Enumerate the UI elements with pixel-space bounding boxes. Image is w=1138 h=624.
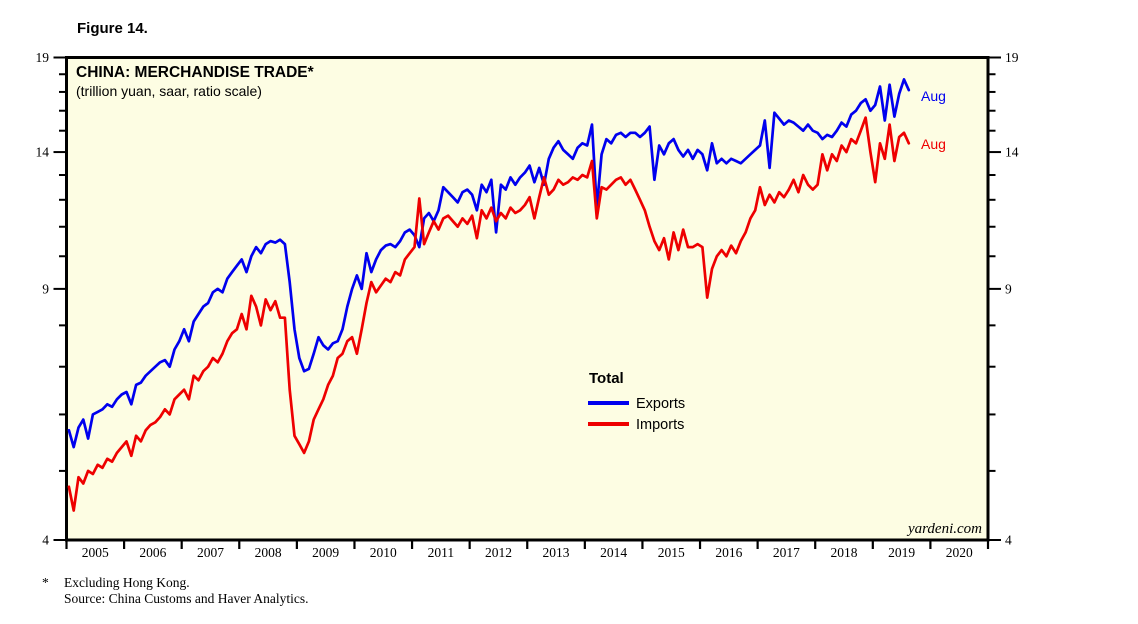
x-axis-year-label: 2018 <box>831 545 858 560</box>
chart-title: CHINA: MERCHANDISE TRADE* <box>76 64 315 81</box>
plot-area <box>65 56 990 542</box>
x-axis-year-label: 2014 <box>600 545 627 560</box>
chart-subtitle: (trillion yuan, saar, ratio scale) <box>76 83 262 99</box>
imports-line <box>67 116 911 512</box>
x-axis-year-label: 2020 <box>946 545 973 560</box>
legend: Total Exports Imports <box>588 370 685 433</box>
figure-label: Figure 14. <box>77 20 148 37</box>
imports-end-label: Aug <box>921 136 946 152</box>
x-axis-year-label: 2011 <box>428 545 455 560</box>
x-axis-year-label: 2019 <box>888 545 915 560</box>
y-axis-label-left: 9 <box>42 281 49 296</box>
series-lines <box>67 78 911 512</box>
x-axis-year-label: 2007 <box>197 545 224 560</box>
axes: 4 4 9 9 14 14 19 19 2005 2006 2007 2008 2009 2010 2011… <box>36 50 1019 560</box>
x-axis-year-label: 2013 <box>543 545 570 560</box>
y-axis-label-right: 9 <box>1005 281 1012 296</box>
footnote-line1: Excluding Hong Kong. <box>64 575 190 590</box>
watermark: yardeni.com <box>906 521 982 537</box>
footnote-line2: Source: China Customs and Haver Analytic… <box>64 591 309 606</box>
footnote-marker: * <box>42 575 49 590</box>
x-axis-year-label: 2015 <box>658 545 685 560</box>
y-axis-label-left: 4 <box>42 533 49 548</box>
legend-heading: Total <box>589 370 624 387</box>
x-axis-year-label: 2016 <box>715 545 742 560</box>
x-axis-year-label: 2010 <box>370 545 397 560</box>
y-axis-label-left: 19 <box>36 50 50 65</box>
y-axis-label-right: 14 <box>1005 145 1019 160</box>
exports-legend-label: Exports <box>636 396 685 412</box>
x-axis-year-label: 2006 <box>139 545 166 560</box>
exports-line <box>67 78 911 449</box>
y-axis-label-right: 19 <box>1005 50 1019 65</box>
imports-legend-label: Imports <box>636 417 684 433</box>
x-axis-year-label: 2017 <box>773 545 800 560</box>
x-axis-year-label: 2012 <box>485 545 512 560</box>
x-axis-year-label: 2005 <box>82 545 109 560</box>
x-axis-year-label: 2008 <box>255 545 282 560</box>
exports-end-label: Aug <box>921 88 946 104</box>
y-axis-label-right: 4 <box>1005 533 1012 548</box>
y-axis-label-left: 14 <box>36 145 50 160</box>
x-axis-year-label: 2009 <box>312 545 339 560</box>
